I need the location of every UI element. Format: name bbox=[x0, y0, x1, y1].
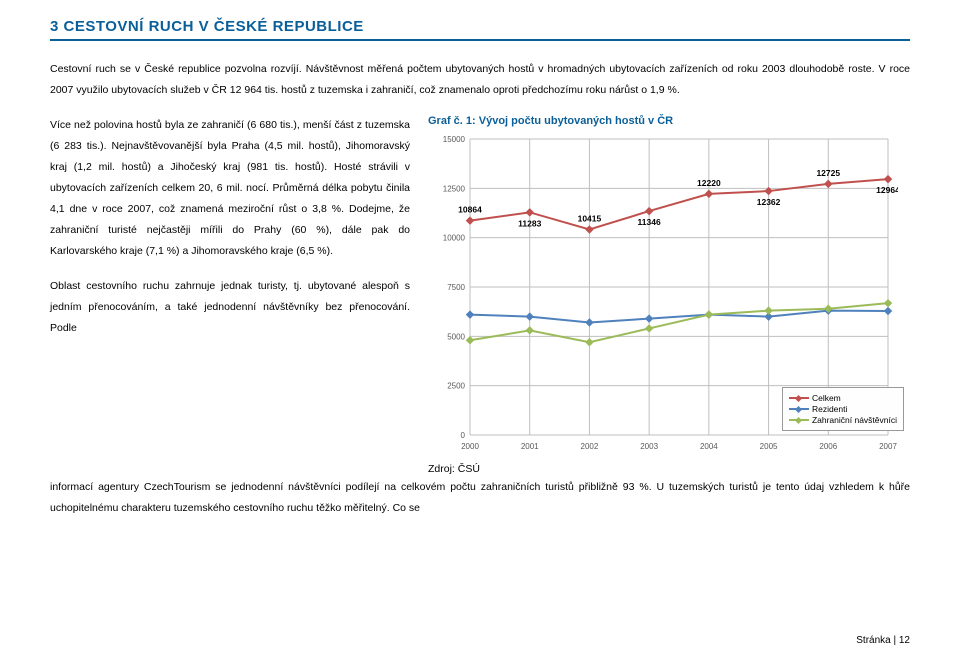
legend-item: Rezidenti bbox=[789, 404, 897, 414]
continuation-paragraph: informací agentury CzechTourism se jedno… bbox=[50, 477, 910, 519]
legend-label: Celkem bbox=[812, 393, 841, 403]
body-text-column: Více než polovina hostů byla ze zahranič… bbox=[50, 115, 410, 475]
svg-text:12725: 12725 bbox=[816, 168, 840, 178]
svg-text:2006: 2006 bbox=[819, 442, 837, 451]
section-heading: 3 CESTOVNÍ RUCH V ČESKÉ REPUBLICE bbox=[50, 18, 910, 35]
svg-text:7500: 7500 bbox=[447, 283, 465, 292]
svg-text:12500: 12500 bbox=[443, 184, 466, 193]
body-paragraph-1: Více než polovina hostů byla ze zahranič… bbox=[50, 115, 410, 262]
legend-item: Celkem bbox=[789, 393, 897, 403]
svg-text:2003: 2003 bbox=[640, 442, 658, 451]
svg-text:12362: 12362 bbox=[757, 197, 781, 207]
intro-paragraph: Cestovní ruch se v České republice pozvo… bbox=[50, 59, 910, 101]
svg-text:2007: 2007 bbox=[879, 442, 897, 451]
svg-text:11283: 11283 bbox=[518, 218, 541, 228]
svg-text:11346: 11346 bbox=[638, 217, 661, 227]
legend-label: Zahraniční návštěvníci bbox=[812, 415, 897, 425]
svg-text:2002: 2002 bbox=[581, 442, 599, 451]
body-paragraph-2: Oblast cestovního ruchu zahrnuje jednak … bbox=[50, 276, 410, 339]
chart-source: Zdroj: ČSÚ bbox=[428, 463, 910, 475]
svg-text:12220: 12220 bbox=[697, 178, 721, 188]
svg-text:0: 0 bbox=[461, 431, 466, 440]
svg-text:2001: 2001 bbox=[521, 442, 539, 451]
chart-container: 0 2500 5000 7500 10000 12500 15000 2000 2001 2002… bbox=[428, 131, 910, 461]
svg-text:2005: 2005 bbox=[760, 442, 778, 451]
chart-column: Graf č. 1: Vývoj počtu ubytovaných hostů… bbox=[428, 115, 910, 475]
legend-label: Rezidenti bbox=[812, 404, 847, 414]
page-footer: Stránka | 12 bbox=[856, 635, 910, 646]
svg-text:2500: 2500 bbox=[447, 382, 465, 391]
svg-text:2000: 2000 bbox=[461, 442, 479, 451]
svg-text:2004: 2004 bbox=[700, 442, 718, 451]
svg-text:5000: 5000 bbox=[447, 332, 465, 341]
legend-item: Zahraniční návštěvníci bbox=[789, 415, 897, 425]
svg-text:12964: 12964 bbox=[876, 185, 898, 195]
heading-divider bbox=[50, 39, 910, 41]
svg-text:10415: 10415 bbox=[578, 213, 602, 223]
chart-legend: Celkem Rezidenti Zahraniční návštěvníci bbox=[782, 387, 904, 431]
two-column-layout: Více než polovina hostů byla ze zahranič… bbox=[50, 115, 910, 475]
svg-text:15000: 15000 bbox=[443, 135, 466, 144]
svg-text:10000: 10000 bbox=[443, 234, 466, 243]
svg-text:10864: 10864 bbox=[458, 205, 482, 215]
chart-title: Graf č. 1: Vývoj počtu ubytovaných hostů… bbox=[428, 115, 910, 127]
